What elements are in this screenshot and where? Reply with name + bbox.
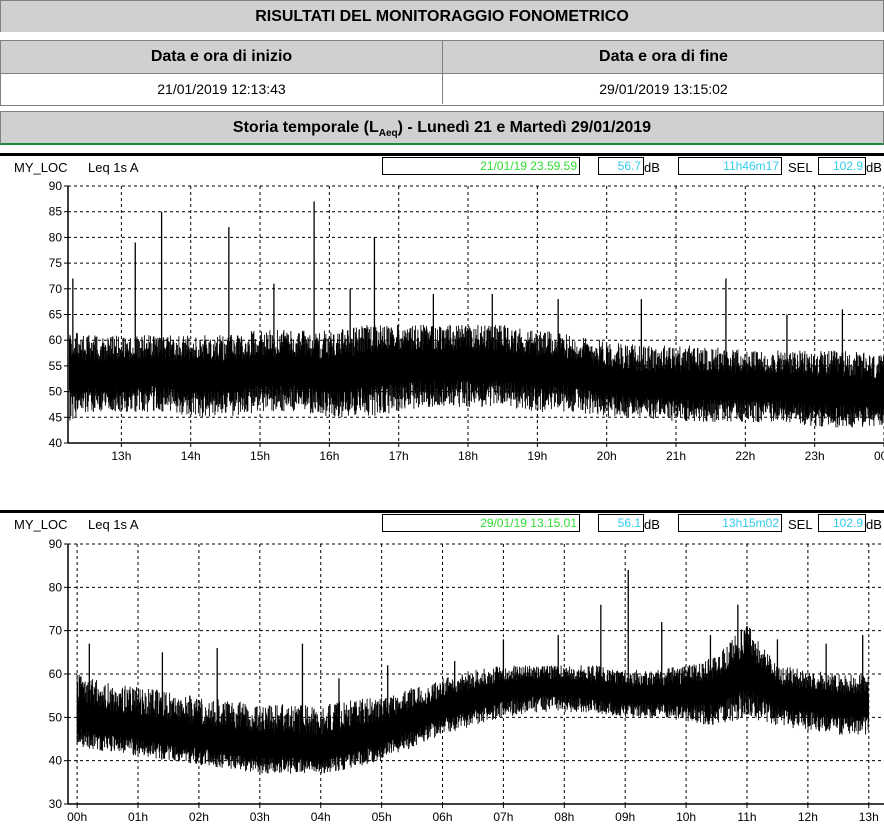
end-date-label: Data e ora di fine: [442, 41, 884, 73]
y-tick-label: 70: [49, 624, 63, 638]
end-date-value: 29/01/2019 13:15:02: [442, 74, 884, 104]
history-title-sub: Aeq: [378, 128, 398, 140]
y-tick-label: 45: [49, 410, 63, 424]
panel-2-measure: Leq 1s A: [88, 517, 139, 532]
x-tick-label: 17h: [389, 449, 409, 463]
leq-trace: [68, 324, 884, 428]
x-tick-label: 08h: [554, 810, 574, 824]
y-tick-label: 80: [49, 230, 63, 244]
x-tick-label: 01h: [128, 810, 148, 824]
x-tick-label: 03h: [250, 810, 270, 824]
history-title-suffix: ) - Lunedì 21 e Martedì 29/01/2019: [397, 119, 652, 136]
panel-2-sel-label: SEL: [788, 517, 813, 532]
panel-2-cursor-time: 29/01/19 13.15.01: [382, 514, 580, 532]
y-tick-label: 75: [49, 256, 63, 270]
y-tick-label: 40: [49, 436, 63, 450]
x-tick-label: 11h: [737, 810, 756, 824]
x-tick-label: 00h: [874, 449, 884, 463]
leq-trace: [76, 626, 870, 774]
panel-1-location: MY_LOC: [14, 160, 68, 175]
x-tick-label: 07h: [493, 810, 513, 824]
y-tick-label: 50: [49, 385, 63, 399]
panel-1-sel-value: 102.9: [818, 157, 866, 175]
x-tick-label: 21h: [666, 449, 686, 463]
y-tick-label: 85: [49, 205, 63, 219]
panel-2-sel-value: 102.9: [818, 514, 866, 532]
y-tick-label: 40: [49, 754, 63, 768]
panel-1-unit: dB: [644, 160, 660, 175]
start-date-value: 21/01/2019 12:13:43: [157, 81, 286, 97]
history-title: Storia temporale (LAeq) - Lunedì 21 e Ma…: [0, 111, 884, 145]
x-tick-label: 09h: [615, 810, 635, 824]
panel-2-sel-unit: dB: [866, 517, 882, 532]
y-tick-label: 60: [49, 667, 63, 681]
x-tick-label: 15h: [250, 449, 270, 463]
panel-2-unit: dB: [644, 517, 660, 532]
report-title-text: RISULTATI DEL MONITORAGGIO FONOMETRICO: [255, 8, 629, 25]
x-tick-label: 20h: [597, 449, 617, 463]
y-tick-label: 90: [49, 537, 63, 551]
start-date-label: Data e ora di inizio: [150, 48, 293, 65]
y-tick-label: 30: [49, 797, 63, 811]
panel-1-header: MY_LOC Leq 1s A 21/01/19 23.59.59 56.7 d…: [0, 153, 884, 175]
y-tick-label: 60: [49, 333, 63, 347]
x-tick-label: 06h: [432, 810, 452, 824]
chart-2: 30 40 50 60 70 80 90 00h 01h 02h 03h 04h 05h 06h 07h 08…: [49, 537, 884, 824]
x-tick-label: 12h: [798, 810, 818, 824]
x-tick-label: 14h: [181, 449, 201, 463]
y-tick-label: 80: [49, 580, 63, 594]
x-tick-label: 23h: [805, 449, 825, 463]
panel-2-location: MY_LOC: [14, 517, 68, 532]
panel-1-sel-label: SEL: [788, 160, 813, 175]
history-title-prefix: Storia temporale (L: [232, 119, 379, 136]
date-values-row: 21/01/2019 12:13:43 29/01/2019 13:15:02: [0, 74, 884, 106]
report-title: RISULTATI DEL MONITORAGGIO FONOMETRICO: [0, 0, 884, 32]
x-tick-label: 10h: [676, 810, 696, 824]
x-tick-label: 18h: [458, 449, 478, 463]
chart-1: 40 45 50 55 60 65 70 75 80 85 90 13h 14h 15h 16h 17h 18h…: [49, 179, 884, 463]
panel-2-header: MY_LOC Leq 1s A 29/01/19 13.15.01 56.1 d…: [0, 510, 884, 532]
panel-1-cursor-time: 21/01/19 23.59.59: [382, 157, 580, 175]
panel-1-measure: Leq 1s A: [88, 160, 139, 175]
y-tick-label: 90: [49, 179, 63, 193]
panel-1-value: 56.7: [598, 157, 644, 175]
x-tick-label: 02h: [189, 810, 209, 824]
panel-2-value: 56.1: [598, 514, 644, 532]
x-tick-label: 13h: [111, 449, 131, 463]
x-tick-label: 16h: [319, 449, 339, 463]
panel-1-duration: 11h46m17: [678, 157, 782, 175]
x-tick-label: 00h: [67, 810, 87, 824]
x-tick-label: 19h: [527, 449, 547, 463]
y-tick-label: 70: [49, 282, 63, 296]
y-tick-label: 50: [49, 710, 63, 724]
y-tick-label: 55: [49, 359, 63, 373]
x-tick-label: 13h: [859, 810, 879, 824]
panel-2-duration: 13h15m02: [678, 514, 782, 532]
x-tick-label: 04h: [311, 810, 331, 824]
panel-1-sel-unit: dB: [866, 160, 882, 175]
x-tick-label: 05h: [372, 810, 392, 824]
y-tick-label: 65: [49, 308, 63, 322]
date-header-row: Data e ora di inizio Data e ora di fine: [0, 40, 884, 74]
x-tick-label: 22h: [735, 449, 755, 463]
